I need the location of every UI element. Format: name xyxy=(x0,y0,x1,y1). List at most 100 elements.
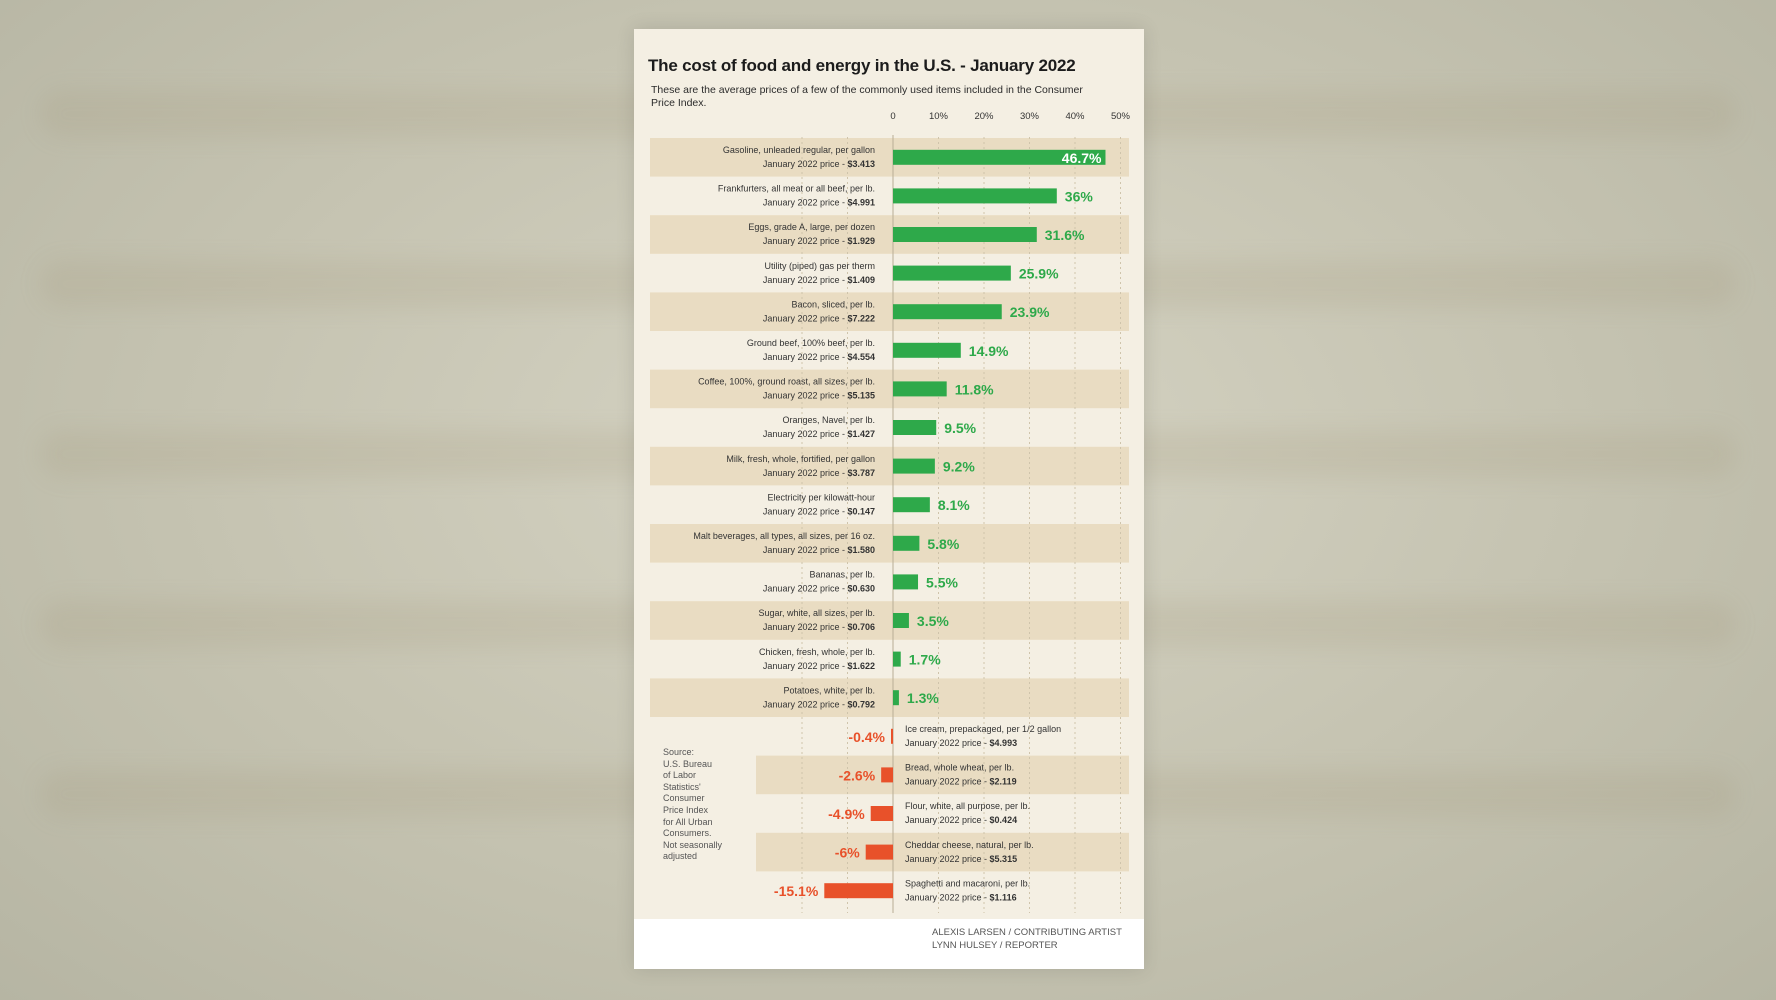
item-label: Ground beef, 100% beef, per lb. xyxy=(747,338,875,348)
row-band xyxy=(650,215,1129,254)
row-band xyxy=(756,755,1129,795)
bar xyxy=(824,883,893,899)
x-tick-label: 30% xyxy=(1020,111,1040,122)
bar xyxy=(893,574,919,590)
infographic-card: The cost of food and energy in the U.S. … xyxy=(634,29,1144,969)
data-label: 46.7% xyxy=(1062,150,1102,166)
chart-title: The cost of food and energy in the U.S. … xyxy=(648,56,1076,75)
bar xyxy=(893,458,935,474)
item-label: Coffee, 100%, ground roast, all sizes, p… xyxy=(698,377,875,387)
bar xyxy=(893,613,909,628)
data-label: -2.6% xyxy=(839,767,876,783)
data-label: 5.5% xyxy=(926,574,958,590)
item-label: Utility (piped) gas per therm xyxy=(764,261,875,271)
item-label: Chicken, fresh, whole, per lb. xyxy=(759,647,875,657)
item-label: Sugar, white, all sizes, per lb. xyxy=(758,608,875,618)
item-price: January 2022 price - $7.222 xyxy=(763,313,875,323)
item-label: Milk, fresh, whole, fortified, per gallo… xyxy=(726,454,875,464)
item-price: January 2022 price - $2.119 xyxy=(905,777,1017,787)
bar xyxy=(865,844,893,860)
item-label: Electricity per kilowatt-hour xyxy=(767,492,875,502)
row-band xyxy=(650,292,1129,331)
reporter-credit: LYNN HULSEY / REPORTER xyxy=(932,940,1058,951)
item-price: January 2022 price - $5.315 xyxy=(905,854,1017,864)
source-note: Source: U.S. Bureau of Labor Statistics'… xyxy=(663,747,723,862)
row-band xyxy=(650,601,1129,640)
item-label: Frankfurters, all meat or all beef, per … xyxy=(718,184,875,194)
bar xyxy=(893,188,1057,204)
data-label: 3.5% xyxy=(917,613,949,629)
row-band xyxy=(650,524,1129,563)
item-label: Bananas, per lb. xyxy=(809,570,875,580)
data-label: -4.9% xyxy=(828,806,865,822)
bar xyxy=(893,535,920,551)
bar xyxy=(893,304,1002,320)
item-price: January 2022 price - $0.706 xyxy=(763,622,875,632)
item-label: Malt beverages, all types, all sizes, pe… xyxy=(693,531,875,541)
item-label: Potatoes, white, per lb. xyxy=(783,685,875,695)
data-label: 9.5% xyxy=(944,420,976,436)
item-price: January 2022 price - $4.554 xyxy=(763,352,875,362)
item-price: January 2022 price - $0.792 xyxy=(763,699,875,709)
x-tick-label: 40% xyxy=(1065,111,1085,122)
item-price: January 2022 price - $1.409 xyxy=(763,275,875,285)
data-label: 1.7% xyxy=(909,652,941,668)
bar xyxy=(893,420,937,435)
item-label: Gasoline, unleaded regular, per gallon xyxy=(723,145,875,155)
data-label: 5.8% xyxy=(927,536,959,552)
item-price: January 2022 price - $3.787 xyxy=(763,468,875,478)
x-tick-label: 20% xyxy=(974,111,994,122)
bar xyxy=(881,767,893,783)
bar xyxy=(870,806,893,821)
item-label: Flour, white, all purpose, per lb. xyxy=(905,801,1030,811)
data-label: 8.1% xyxy=(938,497,970,513)
data-label: -6% xyxy=(835,845,860,861)
artist-credit: ALEXIS LARSEN / CONTRIBUTING ARTIST xyxy=(932,927,1122,938)
item-price: January 2022 price - $5.135 xyxy=(763,391,875,401)
row-band xyxy=(650,446,1129,486)
item-price: January 2022 price - $1.622 xyxy=(763,661,875,671)
item-price: January 2022 price - $1.427 xyxy=(763,429,875,439)
data-label: 23.9% xyxy=(1010,304,1050,320)
item-price: January 2022 price - $0.424 xyxy=(905,815,1017,825)
data-label: 9.2% xyxy=(943,459,975,475)
x-tick-label: 0 xyxy=(890,111,895,122)
item-label: Eggs, grade A, large, per dozen xyxy=(748,222,875,232)
bar xyxy=(893,227,1037,242)
row-band xyxy=(650,678,1129,717)
data-label: 11.8% xyxy=(955,381,994,397)
data-label: 1.3% xyxy=(907,690,939,706)
bar xyxy=(891,728,893,744)
bar xyxy=(893,497,930,513)
chart-subtitle: These are the average prices of a few of… xyxy=(651,84,1083,109)
item-price: January 2022 price - $0.147 xyxy=(763,506,875,516)
item-price: January 2022 price - $3.413 xyxy=(763,159,875,169)
item-label: Cheddar cheese, natural, per lb. xyxy=(905,840,1034,850)
bar xyxy=(893,651,901,667)
data-label: 31.6% xyxy=(1045,227,1085,243)
item-price: January 2022 price - $1.580 xyxy=(763,545,875,555)
item-label: Bread, whole wheat, per lb. xyxy=(905,763,1014,773)
item-label: Bacon, sliced, per lb. xyxy=(791,299,875,309)
data-label: 25.9% xyxy=(1019,266,1059,282)
x-tick-label: 50% xyxy=(1111,111,1131,122)
item-price: January 2022 price - $4.993 xyxy=(905,738,1017,748)
item-label: Spaghetti and macaroni, per lb. xyxy=(905,878,1030,888)
item-label: Oranges, Navel, per lb. xyxy=(782,415,875,425)
data-label: -15.1% xyxy=(774,883,819,899)
item-price: January 2022 price - $0.630 xyxy=(763,584,875,594)
item-price: January 2022 price - $4.991 xyxy=(763,198,875,208)
footer: ALEXIS LARSEN / CONTRIBUTING ARTIST LYNN… xyxy=(634,919,1144,969)
bar xyxy=(893,342,961,358)
bar xyxy=(893,265,1011,281)
data-label: 36% xyxy=(1065,188,1094,204)
row-band xyxy=(650,369,1129,409)
bar xyxy=(893,149,1106,165)
bar xyxy=(893,381,947,397)
item-price: January 2022 price - $1.116 xyxy=(905,892,1017,902)
data-label: 14.9% xyxy=(969,343,1009,359)
data-label: -0.4% xyxy=(848,729,885,745)
item-price: January 2022 price - $1.929 xyxy=(763,236,875,246)
bar xyxy=(893,690,899,706)
x-tick-label: 10% xyxy=(929,111,949,122)
